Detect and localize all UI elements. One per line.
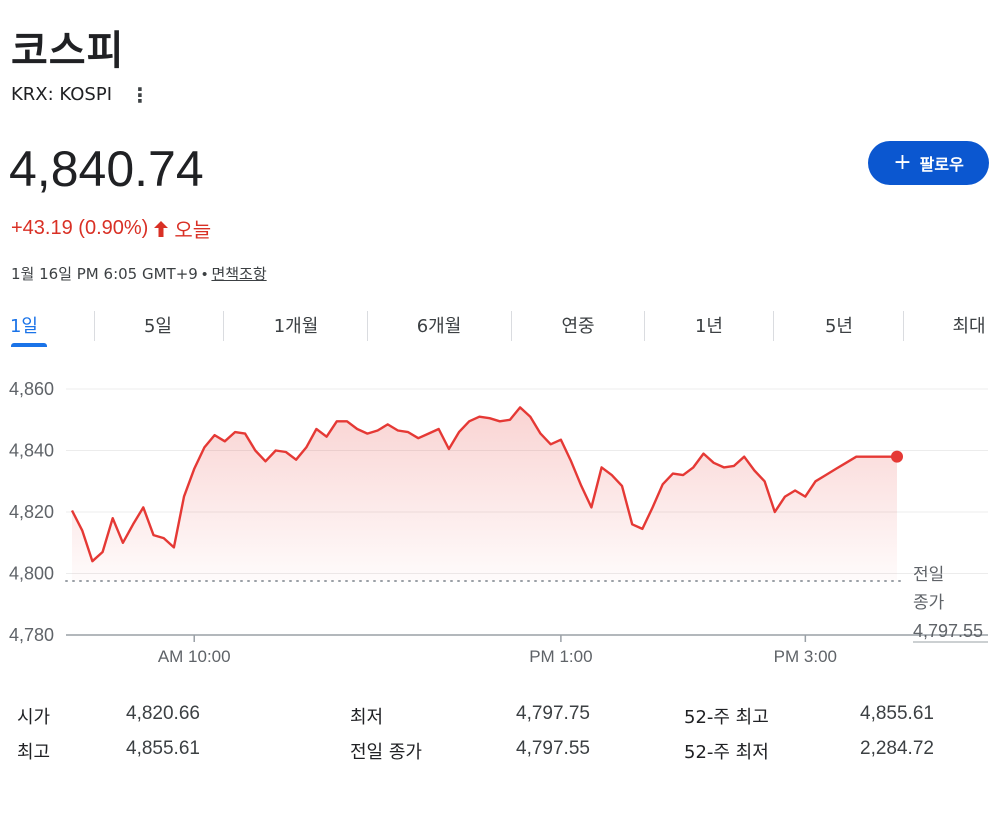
y-tick-label: 4,780: [9, 625, 54, 645]
tab-1d[interactable]: 1일: [9, 316, 38, 337]
range-tabs: 1일 5일 1개월 6개월 연중 1년 5년 최대: [0, 305, 1008, 349]
tab-1m[interactable]: 1개월: [273, 316, 319, 337]
price-change: +43.19 (0.90%): [11, 217, 149, 239]
tab-5d[interactable]: 5일: [143, 316, 172, 337]
tab-max[interactable]: 최대: [952, 316, 986, 337]
tab-separator: [511, 311, 512, 341]
y-tick-label: 4,860: [9, 379, 54, 399]
quote-timestamp: 1월 16일 PM 6:05 GMT+9: [11, 265, 198, 283]
tab-separator: [644, 311, 645, 341]
active-tab-indicator: [11, 343, 47, 347]
x-tick-label: PM 1:00: [529, 647, 592, 666]
stat-label: 최저: [350, 707, 384, 728]
stat-label: 전일 종가: [350, 742, 422, 763]
stat-value: 4,820.66: [126, 703, 200, 724]
stat-value: 4,855.61: [126, 738, 200, 759]
previous-close-label: 종가: [913, 593, 945, 613]
price-area: [72, 407, 897, 581]
tab-5y[interactable]: 5년: [824, 316, 853, 337]
y-tick-label: 4,840: [9, 441, 54, 461]
follow-label: 팔로우: [919, 155, 964, 174]
current-price: 4,840.74: [9, 141, 204, 197]
tab-separator: [903, 311, 904, 341]
price-chart[interactable]: 4,860 4,840 4,820 4,800 4,780 AM 10:00 PM 1:0…: [0, 360, 1008, 680]
plus-icon: +: [893, 150, 912, 175]
x-axis: AM 10:00 PM 1:00 PM 3:00: [158, 635, 837, 666]
tab-separator: [367, 311, 368, 341]
stat-label: 시가: [17, 707, 51, 728]
y-tick-label: 4,820: [9, 502, 54, 522]
price-change-row: +43.19 (0.90%) 오늘: [11, 214, 211, 243]
tab-ytd[interactable]: 연중: [561, 316, 595, 337]
disclaimer-link[interactable]: 면책조항: [211, 265, 267, 283]
last-price-dot: [891, 450, 903, 463]
tab-separator: [223, 311, 224, 341]
tab-separator: [773, 311, 774, 341]
previous-close-label: 전일: [913, 565, 944, 585]
stat-value: 4,797.55: [516, 738, 590, 759]
more-vertical-icon[interactable]: ⋮: [130, 82, 151, 107]
stat-value: 2,284.72: [860, 738, 934, 759]
tab-separator: [94, 311, 95, 341]
tab-1y[interactable]: 1년: [694, 316, 723, 337]
x-tick-label: PM 3:00: [774, 647, 837, 666]
stat-label: 52-주 최저: [684, 742, 769, 763]
y-axis: 4,860 4,840 4,820 4,800 4,780: [9, 379, 54, 645]
page-title: 코스피: [11, 28, 125, 74]
quote-meta: 1월 16일 PM 6:05 GMT+9 • 면책조항: [11, 263, 267, 284]
stat-value: 4,855.61: [860, 703, 934, 724]
previous-close-value: 4,797.55: [913, 621, 983, 641]
tab-6m[interactable]: 6개월: [416, 316, 462, 337]
arrow-up-icon: [154, 220, 169, 237]
x-tick-label: AM 10:00: [158, 647, 231, 666]
stat-value: 4,797.75: [516, 703, 590, 724]
follow-button[interactable]: + 팔로우: [868, 141, 989, 185]
ticker-symbol: KRX: KOSPI: [11, 84, 113, 105]
ticker-row: KRX: KOSPI ⋮: [11, 84, 150, 105]
change-period: 오늘: [174, 218, 212, 242]
meta-separator: •: [202, 266, 208, 283]
stat-label: 최고: [17, 742, 51, 763]
y-tick-label: 4,800: [9, 564, 54, 584]
price-line: [70, 406, 897, 563]
stat-label: 52-주 최고: [684, 707, 769, 728]
